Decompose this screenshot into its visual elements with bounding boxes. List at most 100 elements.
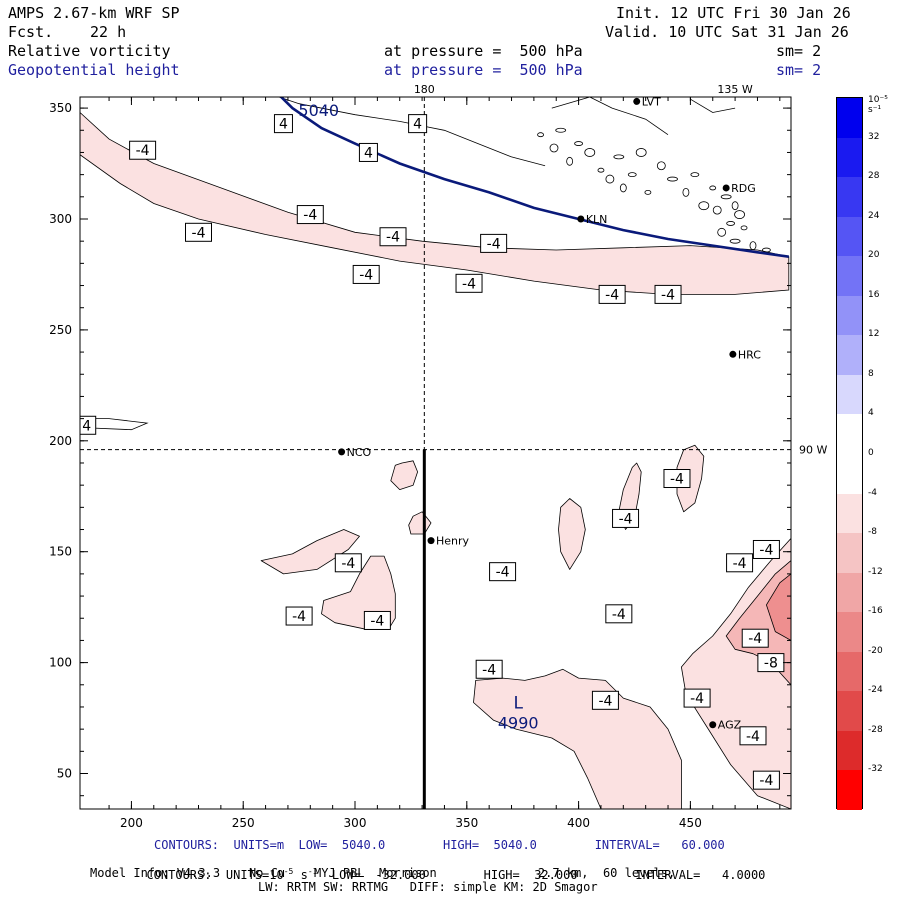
x-tick-label: 250 — [232, 816, 255, 830]
footer-vort-exp: -5 — [283, 867, 294, 876]
colorbar-tick-label: -28 — [868, 724, 883, 735]
contour-label-text: -4 — [612, 607, 626, 623]
colorbar-cell — [837, 177, 862, 218]
contour-label-text: -4 — [605, 287, 619, 303]
footer-vort-s: s — [293, 868, 308, 882]
colorbar-cell — [837, 295, 862, 336]
colorbar-cell — [837, 612, 862, 653]
small-vorticity-loop — [584, 148, 596, 157]
contour-label-box — [363, 610, 391, 630]
footer-vort-rest: LOW= -32.000 HIGH= 32.000 INTERVAL= 4.00… — [317, 868, 766, 882]
x-tick-label: 400 — [567, 816, 590, 830]
x-tick-label: 200 — [120, 816, 143, 830]
small-vorticity-loop — [656, 161, 666, 171]
colorbar-tick-label: 0 — [868, 448, 874, 458]
low-value: 4990 — [498, 713, 539, 732]
contour-label-text: -4 — [292, 609, 306, 625]
colorbar-tick-label: 28 — [868, 171, 880, 182]
contour-label-text: 4 — [364, 145, 373, 161]
colorbar-cell — [837, 493, 862, 534]
small-vorticity-loop — [698, 201, 710, 211]
contour-label-box — [598, 284, 626, 304]
colorbar-tick-label: -12 — [868, 566, 883, 577]
vorticity-region-3 — [390, 460, 419, 491]
contour-label-text: -4 — [690, 691, 704, 707]
contour-label-box — [273, 114, 293, 134]
x-tick-label: 450 — [679, 816, 702, 830]
station-label-lvt: LVT — [642, 95, 661, 108]
contour-label-box — [285, 606, 313, 626]
colorbar-tick-label: 4 — [868, 408, 874, 419]
y-tick-label: 50 — [57, 767, 72, 781]
contour-label-text: -4 — [192, 225, 206, 241]
contour-label-box — [455, 273, 483, 293]
footer-height-contours: CONTOURS: UNITS=m LOW= 5040.0 HIGH= 5040… — [154, 838, 725, 852]
contour-label-text: -4 — [359, 267, 373, 283]
init-time: Init. 12 UTC Fri 30 Jan 26 — [616, 4, 851, 22]
contour-label-box — [185, 222, 212, 242]
positive-vorticity-contour-3 — [690, 98, 736, 113]
colorbar-tick-label: 24 — [868, 210, 880, 221]
small-vorticity-loop — [627, 172, 637, 178]
colorbar-tick-label: -24 — [868, 685, 883, 696]
small-vorticity-loop — [717, 227, 727, 237]
colorbar-tick-label: -32 — [868, 764, 883, 775]
station-label-rdg: RDG — [731, 182, 756, 195]
contour-label-text: -4 — [759, 542, 773, 558]
footer-physics-info: LW: RRTM SW: RRTMG DIFF: simple KM: 2D S… — [258, 880, 598, 894]
contour-label-text: -4 — [136, 143, 150, 159]
contour-label-text: -4 — [598, 693, 612, 709]
colorbar-cell — [837, 730, 862, 771]
small-vorticity-loop — [712, 205, 722, 215]
colorbar-tick-label: 8 — [868, 368, 874, 379]
contour-label-text: -4 — [733, 556, 747, 572]
footer-vort-prefix: CONTOURS: UNITS=10 — [146, 868, 284, 882]
footer-vorticity-contours: CONTOURS: UNITS=10-5 s-1 LOW= -32.000 HI… — [132, 851, 765, 882]
vorticity-region-10 — [766, 573, 791, 641]
x-tick-label: 300 — [344, 816, 367, 830]
colorbar — [836, 97, 863, 811]
contour-label-box — [752, 539, 780, 559]
station-dot-henry — [427, 537, 435, 545]
colorbar-cell — [837, 137, 862, 178]
footer-model-info: Model Info: V4.3.3 No Cu MYJ PBL Morriso… — [90, 866, 676, 880]
contour-label-text: -4 — [386, 230, 400, 246]
station-dot-nco — [338, 448, 346, 456]
small-vorticity-loop — [644, 189, 652, 195]
small-vorticity-loop — [537, 132, 544, 138]
smoothing-height: sm= 2 — [776, 61, 822, 79]
colorbar-tick-label: -4 — [868, 487, 877, 498]
contour-label-text: 4 — [279, 117, 288, 133]
colorbar-tick-label: 32 — [868, 131, 880, 142]
meridian-label: 135 W — [717, 83, 752, 96]
y-tick-label: 150 — [49, 545, 72, 559]
contour-label-text: -4 — [748, 631, 762, 647]
colorbar-cell — [837, 770, 862, 811]
contour-label-box — [612, 508, 640, 528]
station-label-nco: NCO — [347, 446, 372, 459]
colorbar-cell — [837, 533, 862, 574]
contour-label-box — [726, 553, 754, 573]
colorbar-cell — [837, 572, 862, 613]
small-vorticity-loop — [726, 221, 736, 226]
small-vorticity-loop — [720, 194, 732, 200]
contour-label-box — [480, 233, 508, 253]
colorbar-tick-label: -8 — [868, 527, 877, 538]
height-contour-5040 — [279, 97, 789, 258]
contour-label-box — [739, 726, 767, 746]
meridian-label: 180 — [414, 83, 435, 96]
colorbar-cell — [837, 651, 862, 692]
contour-label-box — [352, 264, 380, 284]
small-vorticity-loop — [690, 172, 700, 178]
contour-label-box — [408, 114, 428, 134]
vorticity-region-1 — [260, 529, 360, 575]
pressure-vorticity: at pressure = 500 hPa — [384, 42, 583, 60]
footer-vort-exp2: -1 — [307, 867, 318, 876]
contour-label-text: -8 — [764, 656, 778, 672]
colorbar-cell — [837, 335, 862, 376]
forecast-hour: 22 h — [90, 23, 127, 41]
contour-label-text: -4 — [303, 208, 317, 224]
contour-label-text: -4 — [619, 511, 633, 527]
forecast-label: Fcst. — [8, 23, 54, 41]
